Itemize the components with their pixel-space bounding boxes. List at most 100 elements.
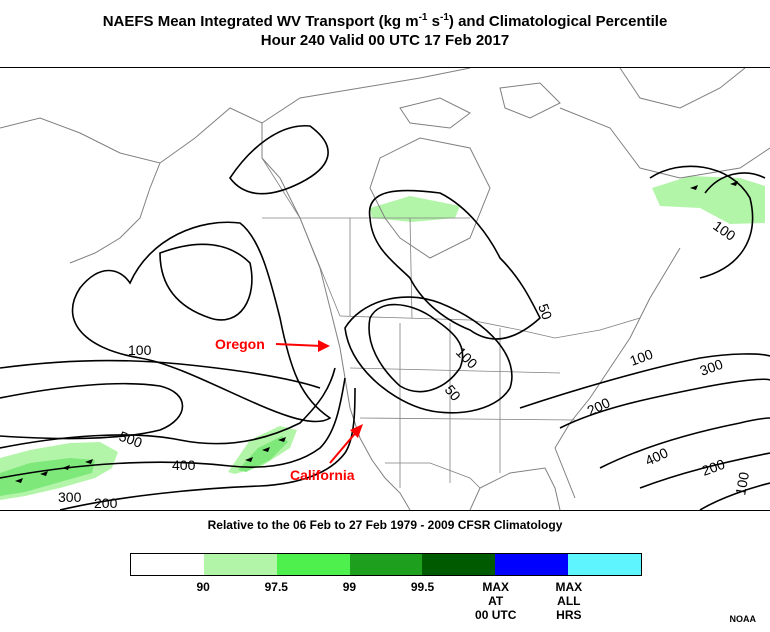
- contour-north-loop: [229, 125, 329, 195]
- contour-200: [559, 378, 770, 429]
- tick-line: ALL: [557, 594, 581, 608]
- hudson-bay: [369, 137, 491, 259]
- shade-labrador: [652, 176, 765, 224]
- contour-300-pac: [0, 377, 346, 479]
- us-state-grid-5: [359, 417, 576, 421]
- contour-label: 100: [732, 471, 752, 497]
- tick-line: HRS: [556, 608, 582, 622]
- tick-line: AT: [488, 594, 504, 608]
- contour-label: 200: [585, 394, 613, 418]
- greenland: [619, 68, 746, 109]
- contour-label: 100: [128, 342, 152, 358]
- chart-title-line2: Hour 240 Valid 00 UTC 17 Feb 2017: [260, 32, 510, 49]
- contour-200-se: [639, 452, 770, 489]
- contour-label: 100: [628, 346, 656, 369]
- contour-atlantic-loop: [704, 172, 766, 194]
- arrow-icon: [278, 437, 286, 442]
- title-suffix: ) and Climatological Percentile: [448, 13, 668, 30]
- colorbar-tick-label: 99.5: [393, 580, 453, 594]
- atlantic-coast: [554, 247, 681, 449]
- contour-50-west: [159, 243, 253, 321]
- contour-label: 400: [172, 457, 196, 473]
- labrador-coast: [559, 107, 770, 179]
- contour-100-pac: [0, 359, 321, 389]
- contour-label: 200: [94, 495, 118, 510]
- contour-100-main: [71, 221, 332, 423]
- annotations: Oregon California: [215, 336, 363, 483]
- arrow-icon: [730, 181, 738, 186]
- political-boundaries: [261, 157, 641, 489]
- colorbar-cell: [568, 554, 642, 575]
- arrow-icon: [262, 447, 270, 452]
- oregon-arrow: [275, 343, 323, 347]
- colorbar-cell: [495, 554, 569, 575]
- credit-label: NOAA: [729, 614, 757, 624]
- shade-pacific-mid-core: [238, 436, 288, 472]
- arrow-icon: [690, 185, 698, 190]
- title-sup2: -1: [440, 12, 449, 23]
- tick-line: 99: [342, 580, 357, 594]
- map-canvas: 100 50 100 50 100 300 200 400 200 100 10…: [0, 68, 770, 510]
- oregon-label: Oregon: [215, 336, 265, 352]
- alaska-peninsula: [69, 162, 161, 264]
- arctic-islands-2: [499, 82, 561, 119]
- tick-line: MAX: [555, 580, 583, 594]
- colorbar-tick-label: MAX ALL HRS: [539, 580, 599, 622]
- oregon-arrowhead-icon: [318, 340, 330, 352]
- contour-100-se: [699, 482, 770, 510]
- contour-500: [0, 382, 184, 440]
- contour-label: 300: [58, 489, 82, 505]
- colorbar-cell: [276, 554, 350, 575]
- contour-100-interior: [344, 296, 513, 414]
- title-prefix: NAEFS Mean Integrated WV Transport (kg m: [102, 13, 419, 30]
- arrow-icon: [62, 465, 70, 470]
- colorbar-cell: [422, 554, 496, 575]
- arrow-icon: [245, 457, 253, 462]
- tick-line: 00 UTC: [475, 608, 517, 622]
- colorbar-tick-label: 97.5: [246, 580, 306, 594]
- contour-label: 500: [117, 428, 145, 451]
- us-state-grid-4: [349, 367, 561, 374]
- contour-50-interior: [368, 303, 464, 393]
- tick-line: 99.5: [410, 580, 435, 594]
- colorbar-tick-label: 90: [173, 580, 233, 594]
- colorbar-cell: [203, 554, 277, 575]
- map-boundaries: [0, 68, 770, 510]
- arrow-icon: [15, 478, 23, 483]
- florida: [554, 447, 576, 499]
- california-arrowhead-icon: [350, 424, 363, 438]
- canada-arctic-coast: [261, 68, 471, 124]
- title-mid: s: [427, 13, 440, 30]
- tick-line: 97.5: [264, 580, 288, 594]
- contour-label: 50: [535, 302, 555, 322]
- alaska-coast: [0, 107, 341, 349]
- contour-label: 300: [698, 356, 726, 379]
- colorbar-tick-label: MAX AT 00 UTC: [466, 580, 526, 622]
- tick-line: 90: [196, 580, 210, 594]
- contour-atlantic-100: [649, 165, 754, 279]
- contour-400: [599, 417, 770, 469]
- contour-label: 200: [700, 456, 728, 479]
- percentile-colorbar: [130, 553, 642, 576]
- colorbar-tick-label: 99: [319, 580, 379, 594]
- climatology-subtitle: Relative to the 06 Feb to 27 Feb 1979 - …: [207, 518, 563, 532]
- contour-400-pac: [0, 367, 336, 449]
- province-sk-mb: [409, 217, 413, 319]
- contour-label: 50: [442, 382, 464, 404]
- arrow-icon: [40, 471, 48, 476]
- map-panel: 100 50 100 50 100 300 200 400 200 100 10…: [0, 67, 770, 511]
- shade-hudson: [370, 196, 460, 222]
- gulf-coast: [469, 467, 561, 510]
- contour-label: 100: [453, 344, 481, 372]
- contour-300: [519, 353, 770, 409]
- us-mexico-border: [385, 462, 481, 489]
- colorbar-cell: [131, 554, 204, 575]
- tick-line: MAX: [482, 580, 510, 594]
- title-sup1: -1: [418, 12, 428, 23]
- colorbar-cell: [349, 554, 423, 575]
- arctic-islands-1: [399, 97, 471, 129]
- arrow-icon: [85, 459, 93, 464]
- flow-arrows: [15, 181, 738, 483]
- chart-title-line1: NAEFS Mean Integrated WV Transport (kg m…: [0, 12, 770, 30]
- california-arrow: [329, 429, 359, 464]
